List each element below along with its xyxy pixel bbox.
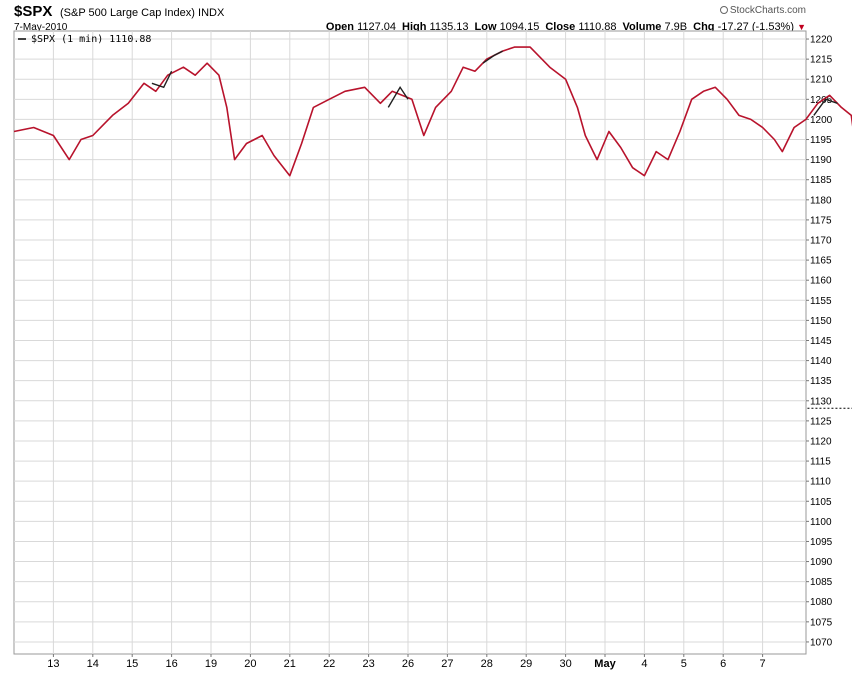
x-tick-label: 23 xyxy=(362,658,374,670)
x-tick-label: 4 xyxy=(641,658,647,670)
y-tick-label: 1210 xyxy=(810,75,833,86)
x-tick-label: 28 xyxy=(481,658,493,670)
x-tick-label: 5 xyxy=(681,658,687,670)
y-tick-label: 1180 xyxy=(810,195,832,206)
y-tick-label: 1135 xyxy=(810,376,832,387)
high-value: 1135.13 xyxy=(429,21,469,33)
y-tick-label: 1190 xyxy=(810,155,832,166)
volume-value: 7.9B xyxy=(664,21,688,33)
x-tick-label: 26 xyxy=(402,658,414,670)
x-tick-label: 15 xyxy=(126,658,138,670)
gridlines xyxy=(14,31,806,654)
price-line-dark-segment xyxy=(482,50,503,64)
close-value: 1110.88 xyxy=(578,21,617,33)
quote-summary: Open 1127.04 High 1135.13 Low 1094.15 Close… xyxy=(326,21,806,33)
legend: $SPX (1 min) 1110.88 xyxy=(18,34,151,45)
chart-date: 7-May-2010 xyxy=(14,22,68,33)
volume-label: Volume xyxy=(622,21,662,33)
y-tick-label: 1160 xyxy=(810,276,832,287)
x-axis: 13 14 15 16 19 20 21 22 23 26 27 28 29 30 May 4 5 6 7 xyxy=(47,654,766,670)
chg-value: -17.27 (-1.53%) xyxy=(717,21,795,33)
y-tick-label: 1170 xyxy=(810,236,832,247)
y-tick-label: 1195 xyxy=(810,135,832,146)
chart-header: $SPX (S&P 500 Large Cap Index) INDX 7-Ma… xyxy=(14,3,806,33)
index-name: (S&P 500 Large Cap Index) INDX xyxy=(60,7,224,19)
copyright-icon xyxy=(719,6,728,14)
y-tick-label: 1130 xyxy=(810,396,832,407)
price-line xyxy=(13,46,852,177)
x-tick-label: 6 xyxy=(720,658,726,670)
price-line-dark-segment xyxy=(387,85,409,108)
y-tick-label: 1110 xyxy=(810,477,831,488)
y-tick-label: 1075 xyxy=(810,617,833,628)
high-label: High xyxy=(402,21,427,33)
ticker-symbol: $SPX xyxy=(14,3,53,20)
y-tick-label: 1140 xyxy=(810,356,832,367)
y-tick-label: 1165 xyxy=(810,256,832,267)
open-label: Open xyxy=(325,21,355,33)
x-tick-label: 19 xyxy=(205,658,217,670)
y-tick-label: 1070 xyxy=(810,637,833,648)
y-tick-label: 1090 xyxy=(810,557,833,568)
x-tick-label: May xyxy=(594,658,616,670)
low-label: Low xyxy=(474,21,497,33)
chg-label: Chg xyxy=(693,21,715,33)
open-value: 1127.04 xyxy=(357,21,397,33)
price-line-dark-segment xyxy=(813,98,838,116)
y-tick-label: 1095 xyxy=(810,537,833,548)
low-value: 1094.15 xyxy=(499,21,540,33)
y-tick-label: 1185 xyxy=(810,175,832,186)
y-tick-label: 1115 xyxy=(810,457,831,468)
brand-link[interactable]: StockCharts.com xyxy=(719,5,806,16)
x-tick-label: 7 xyxy=(760,658,766,670)
legend-label: $SPX (1 min) 1110.88 xyxy=(31,34,151,45)
y-tick-label: 1200 xyxy=(810,115,833,126)
price-line-dark-segment xyxy=(151,70,173,89)
x-tick-label: 14 xyxy=(87,658,99,670)
y-tick-label: 1145 xyxy=(810,336,832,347)
x-tick-label: 29 xyxy=(520,658,532,670)
index-fullname: (S&P 500 Large Cap Index) xyxy=(60,7,195,19)
x-tick-label: 20 xyxy=(244,658,256,670)
x-tick-label: 16 xyxy=(165,658,177,670)
y-tick-label: 1085 xyxy=(810,577,833,588)
y-tick-label: 1080 xyxy=(810,597,833,608)
y-tick-label: 1215 xyxy=(810,55,833,66)
y-tick-label: 1105 xyxy=(810,497,832,508)
y-axis: 1070 1075 1080 1085 1090 1095 1100 1105 1110 1115… xyxy=(806,35,833,648)
x-tick-label: 13 xyxy=(47,658,59,670)
y-tick-label: 1120 xyxy=(810,436,832,447)
exchange-code: INDX xyxy=(198,7,225,19)
y-tick-label: 1220 xyxy=(810,35,833,46)
y-tick-label: 1125 xyxy=(810,416,832,427)
x-tick-label: 22 xyxy=(323,658,335,670)
y-tick-label: 1155 xyxy=(810,296,832,307)
x-tick-label: 21 xyxy=(284,658,296,670)
brand-label: StockCharts.com xyxy=(729,5,806,16)
price-series xyxy=(13,46,852,409)
y-tick-label: 1100 xyxy=(810,517,832,528)
close-label: Close xyxy=(545,21,576,33)
x-tick-label: 30 xyxy=(559,658,571,670)
plot-area xyxy=(13,30,807,655)
down-triangle-icon: ▼ xyxy=(797,22,806,32)
x-tick-label: 27 xyxy=(441,658,453,670)
y-tick-label: 1175 xyxy=(810,215,832,226)
y-tick-label: 1150 xyxy=(810,316,832,327)
